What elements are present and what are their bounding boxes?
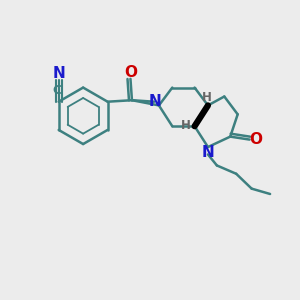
Text: O: O <box>250 132 262 147</box>
Text: N: N <box>202 145 214 160</box>
Text: H: H <box>202 92 212 104</box>
Text: H: H <box>181 119 191 132</box>
Text: N: N <box>52 66 65 81</box>
Text: C: C <box>52 84 62 97</box>
Text: O: O <box>124 65 137 80</box>
Text: N: N <box>148 94 161 109</box>
